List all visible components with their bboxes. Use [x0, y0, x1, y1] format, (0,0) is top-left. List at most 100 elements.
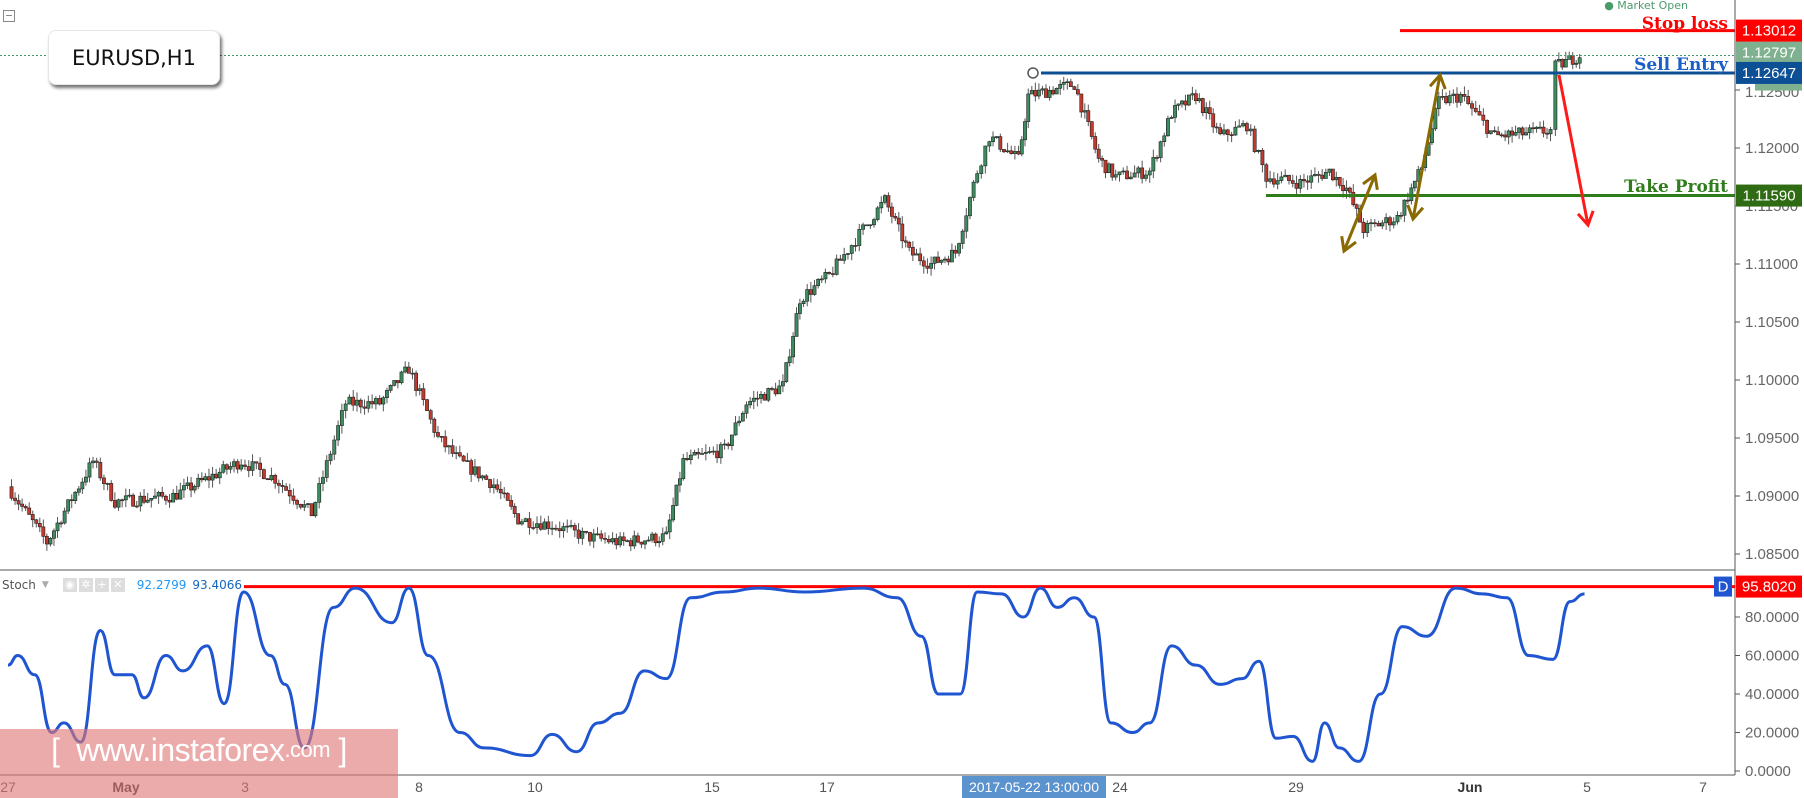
candle-up	[1488, 130, 1493, 134]
candle-up	[306, 503, 310, 505]
candlestick-series	[9, 51, 1582, 552]
candle-up	[388, 385, 393, 391]
candle-down	[425, 399, 429, 411]
candle-down	[1125, 170, 1129, 180]
watermark: [ www.instaforex .com ]	[0, 729, 398, 798]
candle-up	[939, 259, 944, 263]
candle-down	[1103, 159, 1108, 174]
candle-up	[465, 460, 470, 462]
candle-down	[1354, 204, 1359, 209]
candle-up	[1534, 126, 1539, 129]
candle-down	[896, 217, 901, 225]
candle-up	[149, 498, 154, 501]
candle-up	[1458, 94, 1463, 103]
candle-up	[1176, 103, 1181, 106]
candle-down	[30, 514, 35, 521]
brown-arrow-1	[1342, 174, 1377, 252]
brown-arrow-2	[1411, 74, 1442, 220]
market-status-text: Market Open	[1617, 0, 1688, 12]
candle-down	[1229, 134, 1234, 137]
candle-down	[893, 216, 898, 219]
candle-up	[550, 527, 555, 530]
price-axis[interactable]: 1.125001.120001.115001.110001.105001.100…	[1735, 84, 1799, 563]
candle-down	[1444, 96, 1448, 104]
candle-down	[1287, 174, 1291, 181]
candle-up	[1395, 215, 1400, 223]
candle-up	[336, 425, 340, 441]
candle-up	[580, 530, 585, 539]
candle-up	[805, 289, 810, 302]
candle-up	[1312, 174, 1317, 177]
candle-up	[1369, 222, 1373, 225]
candle-up	[1233, 126, 1238, 136]
candle-up	[210, 473, 215, 481]
candle-up	[156, 492, 161, 497]
candle-up	[153, 495, 157, 499]
candle-up	[87, 462, 92, 478]
candle-down	[546, 521, 551, 529]
stoch-title[interactable]: Stoch	[2, 578, 36, 592]
candle-up	[751, 397, 756, 402]
brown-arrow-2-head	[1428, 72, 1447, 90]
chevron-down-icon[interactable]: ▼	[41, 580, 49, 590]
candle-down	[1290, 180, 1295, 184]
candle-up	[1298, 179, 1303, 189]
candle-down	[1510, 130, 1515, 136]
drawing-overlays: Stop loss Sell Entry Take Profit	[0, 14, 1735, 254]
candle-up	[80, 481, 85, 490]
candle-up	[417, 388, 422, 391]
candle-up	[711, 450, 716, 453]
candle-up	[1279, 176, 1284, 181]
close-icon[interactable]: ✕	[110, 578, 125, 592]
candle-down	[1016, 151, 1021, 155]
eye-icon[interactable]: ◉	[62, 578, 77, 592]
candle-up	[875, 207, 880, 220]
symbol-text: EURUSD,H1	[72, 45, 196, 70]
candle-down	[636, 535, 640, 543]
stoch-axis[interactable]: 80.0000 60.0000 40.0000 20.0000 0.0000	[1735, 609, 1799, 780]
time-tick-label: 17	[819, 779, 835, 795]
plus-icon[interactable]: +	[94, 578, 109, 592]
candle-down	[1560, 59, 1565, 68]
stoch-tick-label: 40.0000	[1745, 686, 1799, 703]
candle-down	[614, 538, 619, 546]
level-label: Sell Entry	[1634, 55, 1729, 75]
candle-down	[1200, 98, 1205, 114]
candle-up	[929, 263, 933, 269]
candle-down	[903, 240, 908, 243]
collapse-icon[interactable]	[3, 10, 15, 22]
candle-up	[991, 136, 995, 142]
candle-down	[112, 500, 117, 508]
candle-up	[1204, 107, 1209, 114]
candle-up	[1019, 139, 1024, 155]
candle-down	[599, 533, 604, 539]
price-tick-label: 1.08500	[1745, 546, 1799, 563]
candle-up	[1440, 96, 1445, 98]
candle-up	[846, 253, 850, 255]
candle-down	[639, 541, 644, 545]
candle-up	[1275, 180, 1280, 185]
candle-up	[987, 141, 992, 147]
candle-down	[421, 388, 426, 400]
candle-up	[864, 224, 869, 227]
candle-down	[94, 460, 99, 463]
candle-down	[1100, 158, 1104, 161]
candle-up	[403, 366, 408, 373]
candle-down	[20, 503, 25, 507]
candle-down	[773, 388, 778, 395]
candle-up	[872, 219, 876, 226]
candle-up	[480, 475, 485, 479]
candle-up	[700, 453, 704, 455]
candle-up	[1040, 88, 1045, 91]
candle-down	[9, 486, 14, 499]
candle-up	[1447, 95, 1452, 104]
time-tick-label: 8	[415, 779, 423, 795]
candle-up	[849, 245, 854, 254]
candle-up	[950, 249, 954, 263]
candle-down	[576, 529, 581, 539]
gear-icon[interactable]: ✲	[78, 578, 93, 592]
candle-up	[1106, 163, 1111, 174]
candle-up	[1256, 149, 1261, 152]
candle-up	[625, 540, 630, 542]
